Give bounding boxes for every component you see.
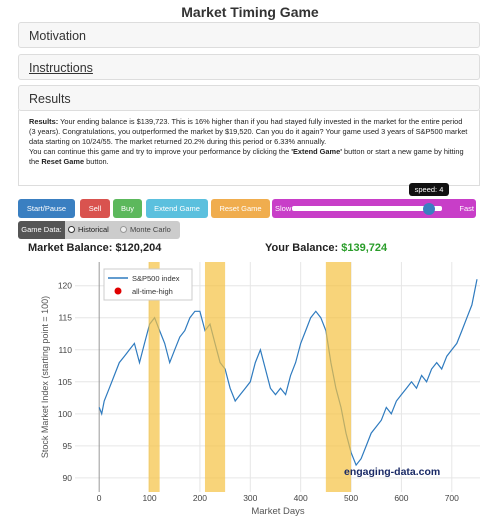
y-tick-label: 120 [58, 281, 72, 291]
label: Market Balance: [28, 242, 113, 254]
results-body: Results: Your ending balance is $139,723… [18, 110, 480, 186]
watermark: engaging-data.com [344, 466, 440, 478]
legend-box [103, 268, 193, 301]
speed-tooltip: speed: 4 [409, 183, 449, 196]
sell-period [325, 262, 352, 492]
option-label[interactable]: Monte Carlo [130, 225, 171, 234]
button[interactable]: Start/Pause [18, 199, 75, 218]
y-tick-label: 110 [58, 345, 72, 355]
y-tick-label: 105 [58, 377, 72, 387]
market-balance: Market Balance: $120,204 [28, 242, 161, 254]
panel[interactable]: Instructions [18, 54, 480, 80]
speed-slider[interactable]: Slow Fast [272, 199, 476, 218]
panel-title[interactable]: Results [29, 92, 71, 106]
y-axis-label: Stock Market Index (starting point = 100… [40, 296, 50, 458]
results-text: 'Extend Game' [291, 147, 342, 156]
chart: 90 95 100 105 110 115 120 0 100 200 300 400 500 600 70… [40, 262, 480, 517]
sell-period [148, 262, 160, 492]
legend-label: all-time-high [132, 287, 173, 296]
sell-period [204, 262, 226, 492]
toggle-label: Game Data: [18, 221, 65, 239]
results-text: Your ending balance is $139,723. This is… [29, 117, 468, 146]
button[interactable]: Reset Game [211, 199, 270, 218]
game-data-toggle: Game Data: Historical Monte Carlo [18, 221, 180, 239]
y-tick-label: 90 [63, 473, 73, 483]
legend-marker [114, 287, 122, 295]
slider-knob[interactable] [423, 203, 435, 215]
results-text: Reset Game [41, 157, 85, 166]
slider-label: Fast [459, 204, 474, 213]
x-tick-label: 100 [142, 493, 156, 503]
x-tick-label: 0 [97, 493, 102, 503]
your-balance: Your Balance: $139,724 [265, 242, 387, 254]
slider-track [292, 206, 442, 211]
x-tick-label: 300 [243, 493, 257, 503]
x-tick-label: 200 [193, 493, 207, 503]
button[interactable]: Extend Game [146, 199, 208, 218]
value: $139,724 [341, 242, 388, 254]
y-tick-label: 100 [58, 409, 72, 419]
value: $120,204 [115, 242, 162, 254]
panel[interactable]: Results [18, 85, 480, 111]
panel[interactable]: Motivation [18, 22, 480, 48]
button[interactable]: Sell [80, 199, 110, 218]
x-tick-label: 500 [344, 493, 358, 503]
x-tick-label: 400 [294, 493, 308, 503]
x-axis-label: Market Days [251, 506, 305, 517]
x-tick-label: 700 [445, 493, 459, 503]
results-label: Results: [29, 117, 59, 126]
panel-title[interactable]: Instructions [29, 61, 93, 75]
page-title: Market Timing Game [181, 4, 319, 20]
legend-label: S&P500 index [132, 274, 180, 283]
slider-label: Slow [275, 204, 292, 213]
radio[interactable] [120, 226, 127, 233]
panel-title[interactable]: Motivation [29, 29, 86, 43]
x-tick-label: 600 [394, 493, 408, 503]
radio[interactable] [68, 226, 75, 233]
results-text: button or start a new game by hitting th… [29, 147, 464, 166]
y-tick-label: 95 [63, 441, 73, 451]
button[interactable]: Buy [113, 199, 142, 218]
label: Your Balance: [265, 242, 339, 254]
y-tick-label: 115 [58, 313, 72, 323]
results-text: button. [84, 157, 109, 166]
results-text: You can continue this game and try to im… [29, 147, 292, 156]
option-label[interactable]: Historical [78, 225, 109, 234]
